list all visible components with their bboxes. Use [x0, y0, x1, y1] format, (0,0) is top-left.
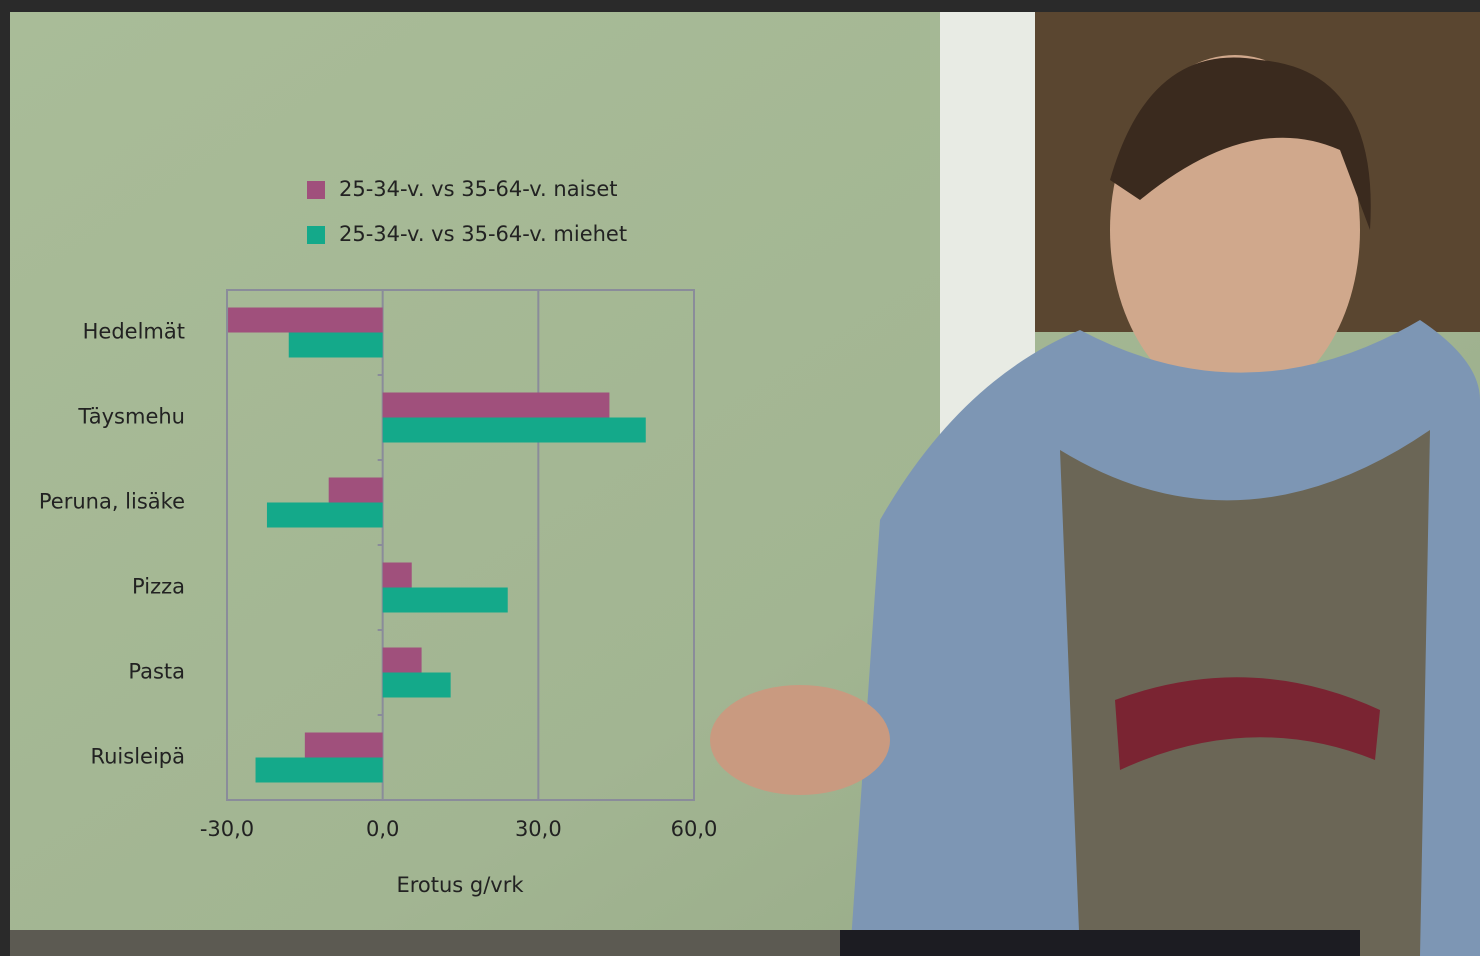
hair [1110, 57, 1371, 230]
y-tick-label: Peruna, lisäke [39, 490, 185, 514]
bar [382, 672, 451, 698]
bar [304, 732, 383, 758]
bar [382, 392, 610, 418]
x-tick-label: 30,0 [515, 817, 562, 841]
bar [382, 562, 412, 588]
x-tick-label: 60,0 [671, 817, 718, 841]
hand [710, 685, 890, 795]
bar [382, 647, 422, 673]
legend-label: 25-34-v. vs 35-64-v. miehet [339, 222, 627, 246]
y-tick-label: Ruisleipä [90, 745, 185, 769]
print [1115, 677, 1380, 770]
bar [228, 307, 383, 333]
x-tick-label: 0,0 [366, 817, 399, 841]
plate [840, 930, 1360, 956]
bar [382, 417, 646, 443]
y-tick-label: Hedelmät [83, 320, 185, 344]
x-tick-label: -30,0 [200, 817, 254, 841]
bar [255, 757, 383, 783]
bar [266, 502, 383, 528]
bar [382, 587, 508, 613]
bar [328, 477, 383, 503]
bar [288, 332, 383, 358]
legend-label: 25-34-v. vs 35-64-v. naiset [339, 177, 618, 201]
y-tick-label: Täysmehu [77, 405, 185, 429]
legend-swatch [307, 181, 325, 199]
y-tick-label: Pasta [128, 660, 185, 684]
y-tick-label: Pizza [132, 575, 185, 599]
legend-swatch [307, 226, 325, 244]
x-axis-title: Erotus g/vrk [396, 873, 524, 897]
table-edge [10, 930, 840, 956]
